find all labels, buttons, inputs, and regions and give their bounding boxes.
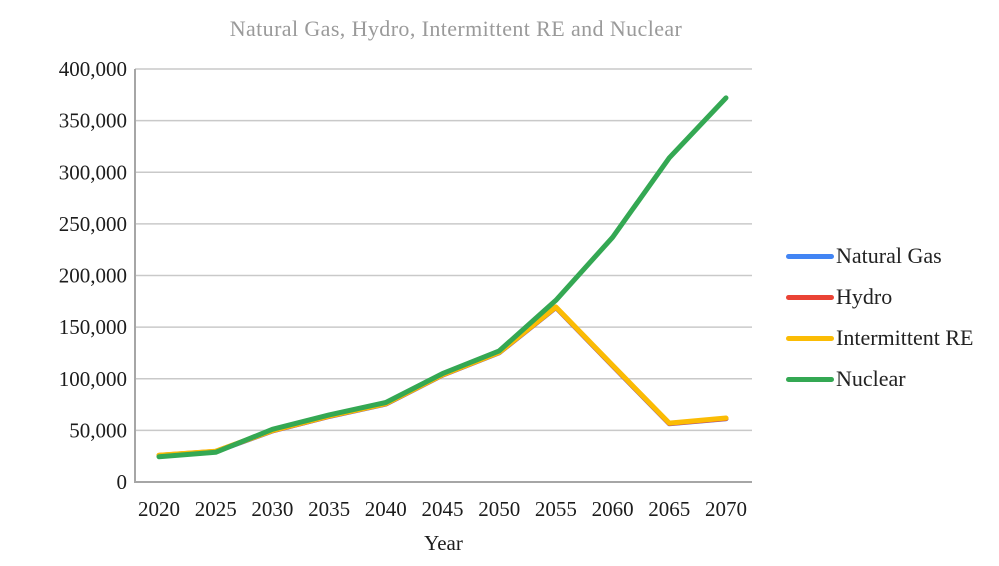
legend-item-nuclear: Nuclear: [786, 366, 973, 391]
legend-item-hydro: Hydro: [786, 284, 973, 309]
legend-swatch-hydro-icon: [786, 294, 834, 300]
legend-swatch-intermittent-re-icon: [786, 335, 834, 341]
y-tick-label: 150,000: [59, 315, 127, 339]
series-line-natural-gas: [156, 305, 729, 459]
x-tick-label: 2030: [251, 497, 293, 521]
y-tick-label: 100,000: [59, 367, 127, 391]
x-axis-labels: 2020 2025 2030 2035 2040 2045 2050 2055 2060 2065…: [138, 497, 747, 521]
x-tick-label: 2045: [422, 497, 464, 521]
legend-swatch-nuclear-icon: [786, 376, 834, 382]
x-tick-label: 2025: [195, 497, 237, 521]
chart-title: Natural Gas, Hydro, Intermittent RE and …: [229, 16, 683, 41]
axis-lines: [134, 69, 752, 483]
y-tick-label: 50,000: [69, 418, 127, 442]
y-tick-label: 400,000: [59, 57, 127, 81]
legend-label-natural-gas: Natural Gas: [836, 243, 942, 268]
x-axis-title: Year: [424, 531, 463, 555]
x-tick-label: 2065: [648, 497, 690, 521]
chart-legend: Natural Gas Hydro Intermittent RE Nuclear: [786, 243, 974, 391]
legend-item-natural-gas: Natural Gas: [786, 243, 973, 268]
legend-swatch-natural-gas-icon: [786, 253, 834, 259]
x-tick-label: 2055: [535, 497, 577, 521]
y-axis-labels: 0 50,000 100,000 150,000 200,000 250,000 300,0…: [59, 57, 127, 494]
y-tick-label: 350,000: [59, 109, 127, 133]
y-tick-label: 300,000: [59, 160, 127, 184]
y-tick-label: 200,000: [59, 264, 127, 288]
gridlines: [135, 68, 752, 432]
series-line-intermittent-re: [156, 304, 729, 458]
x-tick-label: 2020: [138, 497, 180, 521]
x-tick-label: 2050: [478, 497, 520, 521]
legend-item-intermittent-re: Intermittent RE: [786, 325, 974, 350]
x-tick-label: 2040: [365, 497, 407, 521]
x-tick-label: 2060: [592, 497, 634, 521]
y-tick-label: 0: [117, 470, 128, 494]
y-tick-label: 250,000: [59, 212, 127, 236]
series-line-nuclear: [156, 95, 729, 460]
series-line-hydro: [156, 304, 729, 458]
x-tick-label: 2070: [705, 497, 747, 521]
x-tick-label: 2035: [308, 497, 350, 521]
legend-label-nuclear: Nuclear: [836, 366, 906, 391]
legend-label-hydro: Hydro: [836, 284, 893, 309]
legend-label-intermittent-re: Intermittent RE: [836, 325, 974, 350]
